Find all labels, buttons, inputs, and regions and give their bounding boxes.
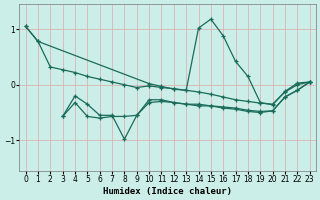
X-axis label: Humidex (Indice chaleur): Humidex (Indice chaleur) bbox=[103, 187, 232, 196]
